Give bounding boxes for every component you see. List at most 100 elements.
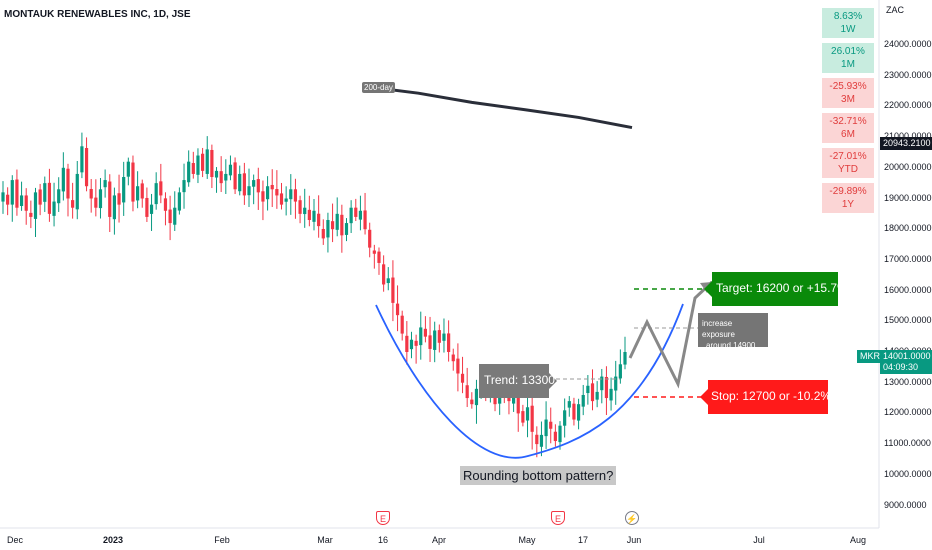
candle-body[interactable] (75, 173, 79, 210)
candle-body[interactable] (544, 419, 548, 437)
candle-body[interactable] (24, 195, 28, 211)
pattern-label[interactable]: Rounding bottom pattern? (460, 466, 617, 485)
perf-cell-3m[interactable]: -25.93% 3M (822, 78, 874, 108)
candle-body[interactable] (154, 183, 158, 205)
candle-body[interactable] (614, 376, 618, 391)
candle-body[interactable] (409, 339, 414, 350)
candle-body[interactable] (29, 212, 33, 217)
candle-body[interactable] (205, 149, 209, 174)
candle-body[interactable] (298, 200, 302, 214)
perf-cell-1y[interactable]: -29.89% 1Y (822, 183, 874, 213)
candle-body[interactable] (98, 189, 103, 209)
candle-body[interactable] (344, 223, 349, 235)
candle-body[interactable] (200, 153, 205, 171)
candle-body[interactable] (89, 188, 93, 199)
candle-body[interactable] (252, 180, 256, 187)
candle-body[interactable] (433, 330, 437, 350)
candle-body[interactable] (43, 183, 47, 202)
candle-body[interactable] (590, 383, 595, 402)
trend-callout[interactable]: Trend: 13300 (479, 364, 557, 398)
candle-body[interactable] (187, 161, 191, 183)
candle-body[interactable] (530, 405, 534, 432)
candle-body[interactable] (317, 213, 321, 227)
candle-body[interactable] (312, 210, 316, 222)
candle-body[interactable] (61, 167, 65, 192)
candle-body[interactable] (140, 183, 144, 199)
candle-body[interactable] (474, 388, 479, 406)
candle-body[interactable] (595, 391, 599, 400)
candle-body[interactable] (52, 201, 56, 216)
candle-body[interactable] (47, 182, 52, 214)
candle-body[interactable] (103, 180, 107, 188)
candle-body[interactable] (576, 404, 581, 421)
candle-body[interactable] (525, 407, 530, 421)
candle-body[interactable] (289, 189, 293, 200)
candle-body[interactable] (516, 386, 520, 414)
candle-body[interactable] (386, 278, 390, 284)
earnings-event-icon[interactable]: E (551, 511, 565, 525)
candle-body[interactable] (279, 193, 284, 205)
candle-body[interactable] (330, 221, 335, 230)
candle-body[interactable] (163, 198, 168, 211)
candle-body[interactable] (335, 213, 339, 230)
candle-body[interactable] (567, 401, 571, 408)
candle-body[interactable] (10, 180, 14, 205)
candle-body[interactable] (535, 434, 539, 445)
ma-200-line[interactable] (364, 84, 633, 130)
candle-body[interactable] (307, 209, 311, 220)
candle-body[interactable] (33, 192, 38, 219)
candle-body[interactable] (219, 171, 223, 184)
candle-body[interactable] (414, 340, 418, 346)
candle-body[interactable] (131, 162, 135, 202)
candle-body[interactable] (94, 197, 98, 208)
candle-body[interactable] (270, 184, 274, 190)
candle-body[interactable] (382, 264, 386, 285)
candle-body[interactable] (19, 195, 24, 206)
candle-body[interactable] (437, 330, 441, 343)
candle-body[interactable] (349, 207, 353, 224)
candle-body[interactable] (363, 210, 367, 230)
candle-body[interactable] (159, 181, 163, 196)
candle-body[interactable] (293, 189, 298, 202)
candle-body[interactable] (38, 189, 42, 205)
candlesticks[interactable] (1, 132, 627, 458)
candle-body[interactable] (261, 191, 265, 202)
candle-body[interactable] (224, 173, 228, 181)
candle-body[interactable] (558, 425, 562, 443)
candle-body[interactable] (391, 277, 395, 303)
candle-body[interactable] (377, 251, 381, 263)
candle-body[interactable] (182, 180, 186, 193)
candle-body[interactable] (275, 189, 279, 196)
candle-body[interactable] (405, 335, 409, 352)
candle-body[interactable] (423, 328, 428, 337)
candle-body[interactable] (168, 209, 172, 224)
candle-body[interactable] (368, 229, 372, 248)
candle-body[interactable] (6, 194, 10, 205)
candle-body[interactable] (354, 207, 358, 217)
candle-body[interactable] (66, 168, 70, 199)
candle-body[interactable] (15, 179, 19, 208)
exposure-note[interactable]: increase exposure around 14900 (698, 313, 768, 350)
candle-body[interactable] (247, 186, 251, 196)
candle-body[interactable] (400, 315, 404, 334)
candle-body[interactable] (80, 146, 84, 173)
candle-body[interactable] (618, 364, 622, 379)
candle-body[interactable] (238, 173, 242, 192)
candle-body[interactable] (112, 195, 117, 220)
perf-cell-1m[interactable]: 26.01% 1M (822, 43, 874, 73)
candle-body[interactable] (233, 162, 237, 190)
candle-body[interactable] (1, 192, 5, 202)
candle-body[interactable] (372, 250, 376, 254)
candle-body[interactable] (136, 186, 140, 201)
candle-body[interactable] (108, 181, 112, 217)
candle-body[interactable] (303, 207, 307, 215)
candle-body[interactable] (539, 434, 544, 447)
candle-body[interactable] (456, 358, 460, 374)
candle-body[interactable] (447, 333, 451, 352)
candle-body[interactable] (84, 148, 89, 187)
projected-path-arrow[interactable] (628, 280, 714, 389)
candle-body[interactable] (177, 192, 181, 211)
candle-body[interactable] (572, 403, 576, 420)
perf-cell-6m[interactable]: -32.71% 6M (822, 113, 874, 143)
candle-body[interactable] (126, 161, 130, 177)
